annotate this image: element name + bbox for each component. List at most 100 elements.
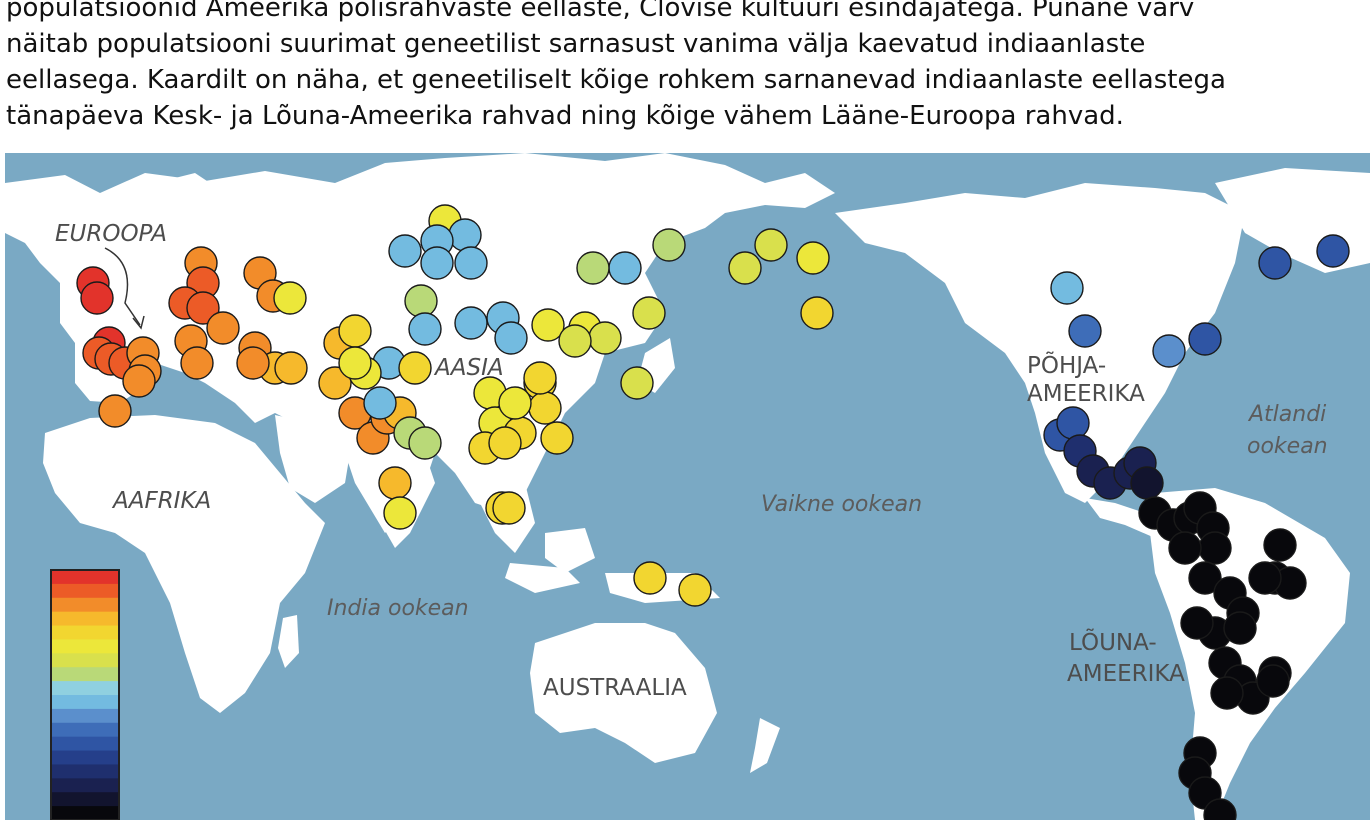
population-marker [1256, 664, 1290, 698]
population-marker [754, 228, 788, 262]
population-marker [608, 251, 642, 285]
population-marker [408, 426, 442, 460]
population-marker [404, 284, 438, 318]
population-marker [1130, 466, 1164, 500]
population-marker [588, 321, 622, 355]
legend-color-band [51, 736, 119, 752]
population-marker [1263, 528, 1297, 562]
legend-color-band [51, 806, 119, 820]
label-atlantic-ocean-line2: ookean [1247, 434, 1328, 459]
legend-color-band [51, 583, 119, 599]
europe-pointer-arrowhead [132, 315, 145, 330]
population-marker [498, 386, 532, 420]
borneo-island [545, 528, 595, 573]
label-south-america-line1: LÕUNA- [1069, 627, 1157, 656]
population-marker [274, 351, 308, 385]
population-marker [1203, 798, 1237, 820]
population-marker [1056, 406, 1090, 440]
label-south-america-line2: AMEERIKA [1067, 661, 1185, 687]
population-marker [388, 234, 422, 268]
population-marker [1050, 271, 1084, 305]
population-marker [180, 346, 214, 380]
population-marker [1068, 314, 1102, 348]
legend-color-band [51, 667, 119, 682]
population-marker [1198, 531, 1232, 565]
population-marker [408, 312, 442, 346]
population-marker [206, 311, 240, 345]
population-marker [652, 228, 686, 262]
caption-line: tänapäeva Kesk- ja Lõuna-Ameerika rahvad… [6, 101, 1124, 131]
legend-frame [50, 569, 120, 820]
new-zealand-island [750, 718, 780, 773]
label-australia: AUSTRAALIA [543, 675, 687, 701]
population-marker [236, 346, 270, 380]
africa-landmass [43, 415, 325, 713]
legend-color-band [51, 681, 119, 696]
caption-line: näitab populatsiooni suurimat geneetilis… [6, 29, 1146, 59]
world-map-svg: EUROOPA AASIA AAFRIKA AUSTRAALIA PÕHJA- … [5, 153, 1370, 820]
madagascar-island [278, 615, 299, 668]
australia-landmass [530, 623, 717, 763]
population-marker [1223, 611, 1257, 645]
population-marker [1152, 334, 1186, 368]
population-marker [98, 394, 132, 428]
population-marker [1180, 606, 1214, 640]
label-north-america-line2: AMEERIKA [1027, 381, 1145, 407]
caption-line: eellasega. Kaardilt on näha, et geneetil… [6, 65, 1226, 95]
population-marker [632, 296, 666, 330]
population-marker [492, 491, 526, 525]
population-marker [1168, 531, 1202, 565]
population-marker [318, 366, 352, 400]
population-marker [576, 251, 610, 285]
population-marker [1188, 322, 1222, 356]
label-north-america-line1: PÕHJA- [1027, 350, 1106, 379]
color-scale-legend [50, 569, 120, 820]
map-caption: populatsioonid Ameerika põlisrahvaste ee… [6, 0, 1368, 134]
population-marker [494, 321, 528, 355]
population-marker [273, 281, 307, 315]
population-marker [186, 291, 220, 325]
population-marker [531, 308, 565, 342]
label-atlantic-ocean-line1: Atlandi [1247, 402, 1326, 427]
population-marker [338, 314, 372, 348]
legend-color-band [51, 653, 119, 668]
legend-color-band [51, 625, 119, 640]
population-marker [558, 324, 592, 358]
arabia-landmass [275, 415, 350, 503]
legend-color-band [51, 695, 119, 710]
label-indian-ocean: India ookean [327, 596, 469, 621]
population-marker [528, 391, 562, 425]
population-marker [378, 466, 412, 500]
population-marker [678, 573, 712, 607]
population-marker [122, 364, 156, 398]
population-marker [454, 306, 488, 340]
population-marker [398, 351, 432, 385]
legend-color-band [51, 750, 119, 765]
population-marker [420, 246, 454, 280]
legend-color-band [51, 764, 119, 779]
population-marker [728, 251, 762, 285]
population-marker [523, 361, 557, 395]
europe-pointer-arrow [104, 247, 141, 326]
scandinavia-landmass [155, 173, 225, 263]
label-africa: AAFRIKA [111, 488, 211, 514]
population-marker [454, 246, 488, 280]
population-marker [1188, 561, 1222, 595]
indonesia-island [505, 563, 580, 593]
population-marker [1210, 676, 1244, 710]
caption-line: populatsioonid Ameerika põlisrahvaste ee… [6, 0, 1195, 23]
legend-color-band [51, 722, 119, 738]
population-markers [76, 204, 1350, 820]
population-marker [448, 218, 482, 252]
legend-color-band [51, 639, 119, 654]
world-map: EUROOPA AASIA AAFRIKA AUSTRAALIA PÕHJA- … [5, 153, 1370, 820]
legend-color-band [51, 778, 119, 793]
population-marker [620, 366, 654, 400]
population-marker [1258, 246, 1292, 280]
legend-color-band [51, 611, 119, 627]
population-marker [80, 281, 114, 315]
legend-color-band [51, 597, 119, 613]
label-pacific-ocean: Vaikne ookean [761, 492, 922, 517]
population-marker [796, 241, 830, 275]
north-america-landmass [835, 183, 1245, 503]
